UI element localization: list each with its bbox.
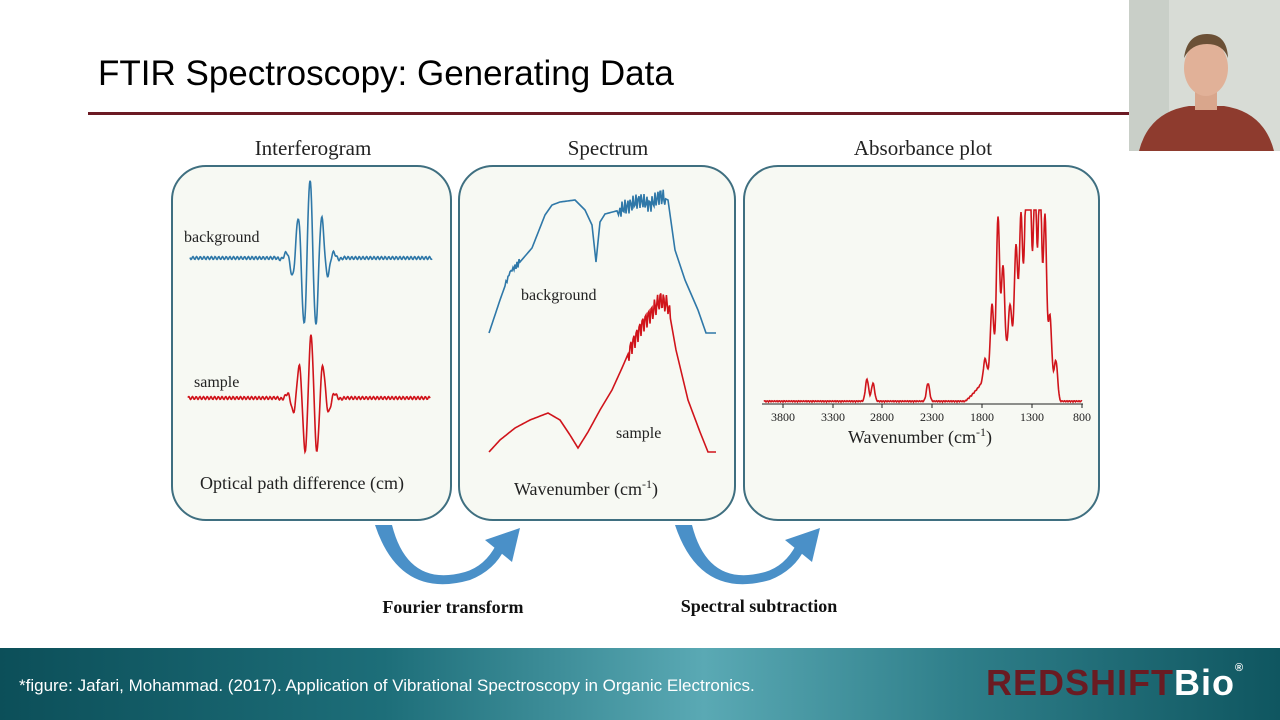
absorbance-tick-labels: 3800 3300 2800 2300 1800 1300 800 bbox=[771, 410, 1091, 424]
redshift-bio-logo: REDSHIFTBio® bbox=[986, 662, 1244, 706]
registered-mark: ® bbox=[1235, 662, 1245, 674]
interferogram-title: Interferogram bbox=[255, 136, 372, 160]
absorbance-title: Absorbance plot bbox=[854, 136, 992, 160]
absorbance-tick-label: 1800 bbox=[970, 410, 994, 424]
spectrum-panel bbox=[458, 165, 736, 521]
absorbance-tick-label: 800 bbox=[1073, 410, 1091, 424]
spectrum-axis-label: Wavenumber (cm-1) bbox=[514, 477, 658, 500]
presenter-webcam bbox=[1129, 0, 1280, 151]
absorbance-axis-label: Wavenumber (cm-1) bbox=[848, 425, 992, 448]
spectrum-sample-label: sample bbox=[616, 425, 661, 442]
spectrum-title: Spectrum bbox=[568, 136, 648, 160]
absorbance-tick-label: 2800 bbox=[870, 410, 894, 424]
absorbance-tick-marks bbox=[782, 404, 1083, 408]
absorbance-panel bbox=[743, 165, 1100, 521]
interferogram-background-label: background bbox=[184, 229, 260, 246]
spectrum-sample-curve bbox=[488, 293, 716, 453]
interferogram-axis-label: Optical path difference (cm) bbox=[200, 473, 404, 494]
absorbance-tick-label: 3800 bbox=[771, 410, 795, 424]
spectrum-background-label: background bbox=[521, 287, 597, 304]
interferogram-sample-curve bbox=[187, 334, 431, 455]
interferogram-sample-label: sample bbox=[194, 374, 239, 391]
fourier-transform-arrow bbox=[375, 525, 520, 585]
presenter-avatar bbox=[1129, 0, 1280, 151]
interferogram-background-curve bbox=[189, 180, 433, 325]
absorbance-curve bbox=[763, 209, 1083, 404]
spectral-subtraction-arrow bbox=[675, 525, 820, 585]
absorbance-tick-label: 2300 bbox=[920, 410, 944, 424]
logo-bio-text: Bio bbox=[1174, 662, 1235, 703]
title-divider bbox=[88, 112, 1133, 115]
spectral-subtraction-label: Spectral subtraction bbox=[681, 596, 838, 616]
ftir-figure: Interferogram Spectrum Absorbance plot b… bbox=[171, 136, 1100, 617]
figure-citation: *figure: Jafari, Mohammad. (2017). Appli… bbox=[19, 676, 755, 695]
footer-bar: *figure: Jafari, Mohammad. (2017). Appli… bbox=[0, 648, 1280, 720]
fourier-transform-label: Fourier transform bbox=[382, 597, 523, 617]
absorbance-tick-label: 1300 bbox=[1020, 410, 1044, 424]
slide-title: FTIR Spectroscopy: Generating Data bbox=[98, 54, 674, 93]
absorbance-tick-label: 3300 bbox=[821, 410, 845, 424]
spectrum-background-curve bbox=[488, 189, 716, 334]
logo-redshift-text: REDSHIFT bbox=[986, 662, 1174, 703]
